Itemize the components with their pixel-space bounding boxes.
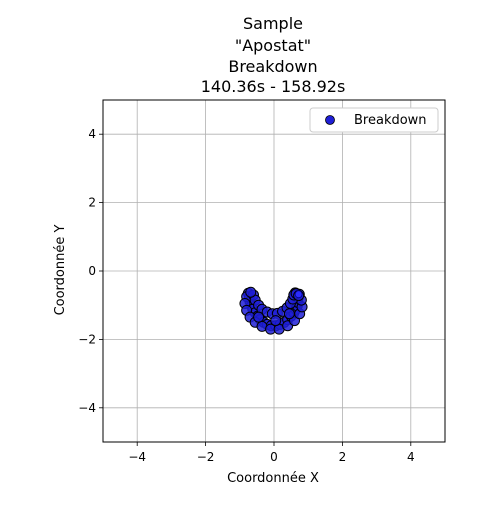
axis-ticks: −4 −2 0 2 4 −4 −2 0 2 4 [78, 127, 414, 464]
x-tick-label: 2 [339, 450, 347, 464]
y-tick-label: 0 [88, 264, 96, 278]
y-tick-label: 4 [88, 127, 96, 141]
data-point [283, 308, 295, 320]
y-tick-label: 2 [88, 196, 96, 210]
y-tick-label: −4 [78, 401, 96, 415]
x-tick-label: 4 [407, 450, 415, 464]
title-line-4: 140.36s - 158.92s [201, 77, 346, 96]
data-point [270, 315, 282, 327]
x-axis-label: Coordonnée X [227, 471, 319, 486]
y-tick-label: −2 [78, 332, 96, 346]
x-tick-label: 0 [270, 450, 278, 464]
title-line-3: Breakdown [228, 57, 317, 76]
highlighted-data-point [294, 290, 303, 299]
data-points [239, 286, 308, 335]
title-line-2: "Apostat" [235, 36, 311, 55]
chart-title: Sample "Apostat" Breakdown 140.36s - 158… [201, 14, 346, 96]
y-axis-label: Coordonnée Y [53, 225, 68, 316]
x-tick-label: −2 [197, 450, 215, 464]
grid-lines [103, 100, 445, 442]
legend-marker [325, 115, 335, 125]
data-point [253, 311, 265, 323]
legend[interactable]: Breakdown [309, 107, 439, 133]
x-tick-label: −4 [128, 450, 146, 464]
legend-box [309, 107, 439, 133]
legend-label-breakdown: Breakdown [354, 113, 427, 128]
data-point [245, 286, 257, 298]
title-line-1: Sample [243, 14, 303, 33]
